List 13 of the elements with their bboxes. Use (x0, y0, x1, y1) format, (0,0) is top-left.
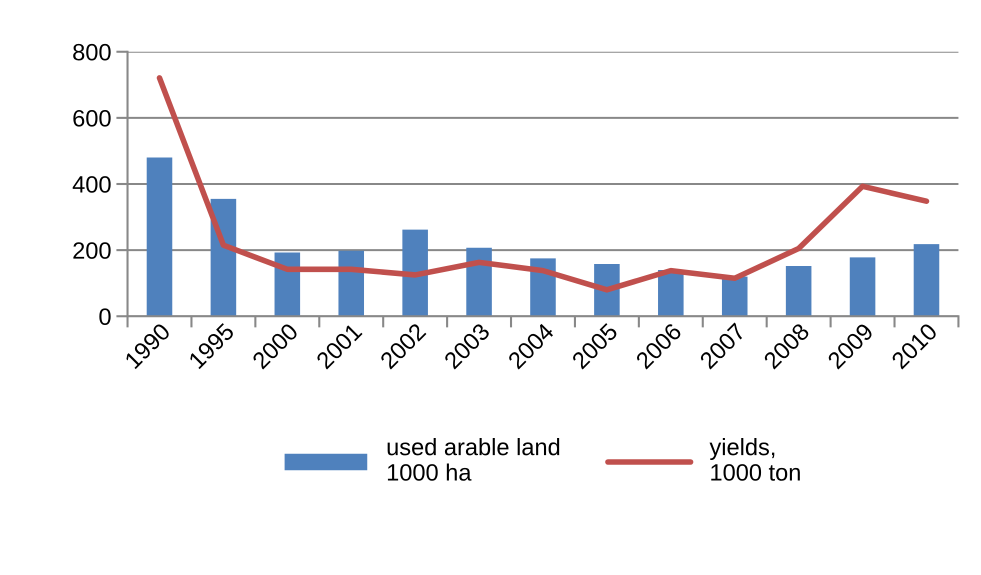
bar (850, 257, 876, 316)
y-tick-label: 200 (73, 242, 111, 259)
bar (402, 230, 428, 316)
legend-label: yields, 1000 ton (710, 438, 800, 481)
y-tick-label: 800 (73, 44, 111, 61)
y-tick-label: 400 (72, 176, 111, 193)
y-tick-label: 600 (73, 110, 111, 127)
y-tick-label: 0 (99, 308, 111, 326)
bar (786, 266, 812, 316)
bar (722, 276, 748, 316)
legend-label: used arable land 1000 ha (388, 438, 560, 481)
bar (914, 244, 940, 316)
bar (146, 158, 172, 316)
